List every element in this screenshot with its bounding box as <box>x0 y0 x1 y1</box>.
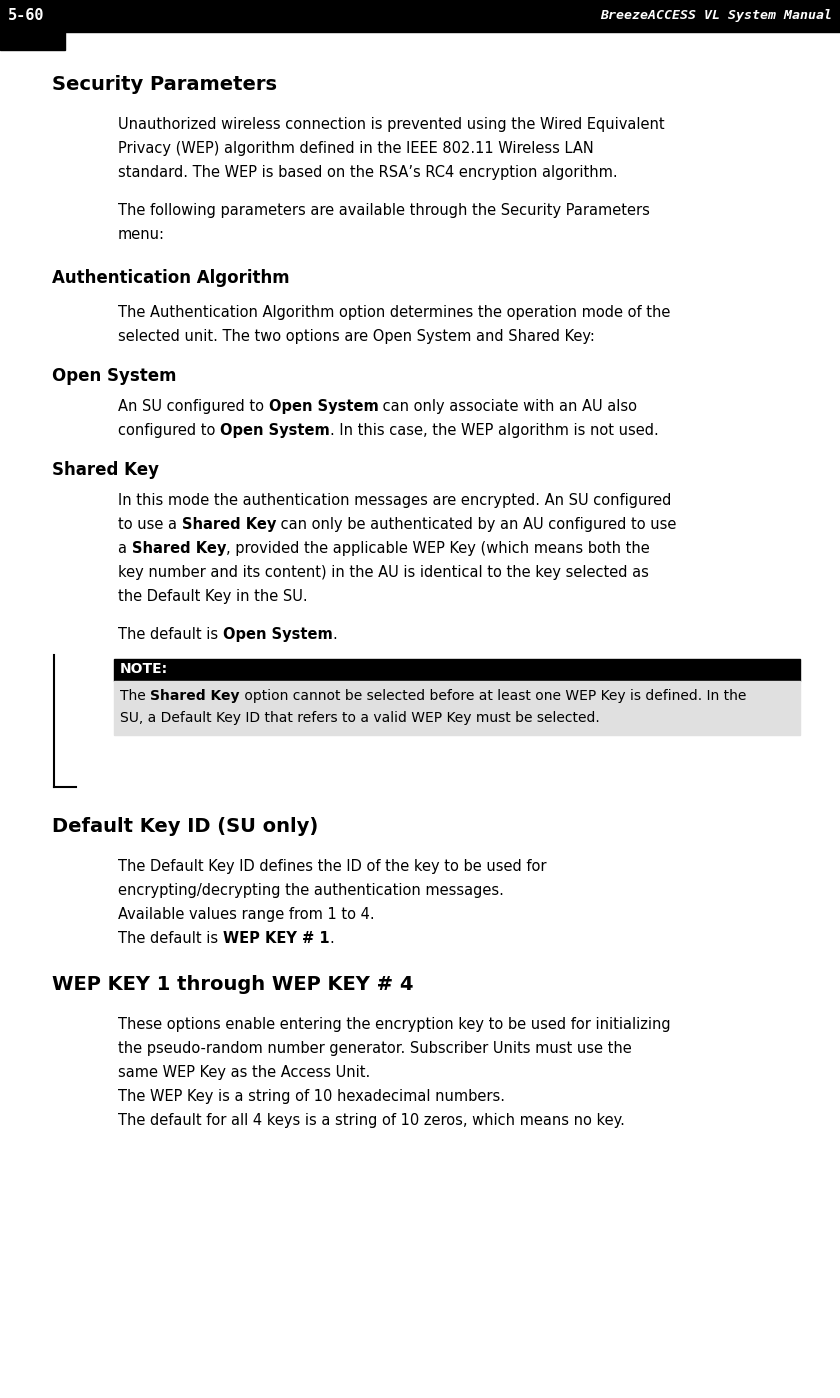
Text: 5-60: 5-60 <box>8 8 45 24</box>
Text: Default Key ID (SU only): Default Key ID (SU only) <box>52 816 318 836</box>
Text: Shared Key: Shared Key <box>52 461 159 480</box>
Text: The WEP Key is a string of 10 hexadecimal numbers.: The WEP Key is a string of 10 hexadecima… <box>118 1089 505 1104</box>
Text: WEP KEY 1 through WEP KEY # 4: WEP KEY 1 through WEP KEY # 4 <box>52 974 413 994</box>
Text: BreezeACCESS VL System Manual: BreezeACCESS VL System Manual <box>600 10 832 22</box>
Text: key number and its content) in the AU is identical to the key selected as: key number and its content) in the AU is… <box>118 565 648 580</box>
Text: to use a: to use a <box>118 517 181 533</box>
Text: encrypting/decrypting the authentication messages.: encrypting/decrypting the authentication… <box>118 884 504 898</box>
Text: The Default Key ID defines the ID of the key to be used for: The Default Key ID defines the ID of the… <box>118 858 547 874</box>
Text: menu:: menu: <box>118 226 165 242</box>
Text: WEP KEY # 1: WEP KEY # 1 <box>223 931 329 946</box>
Text: .: . <box>329 931 334 946</box>
Text: standard. The WEP is based on the RSA’s RC4 encryption algorithm.: standard. The WEP is based on the RSA’s … <box>118 165 617 180</box>
Text: Authentication Algorithm: Authentication Algorithm <box>52 268 290 287</box>
Text: These options enable entering the encryption key to be used for initializing: These options enable entering the encryp… <box>118 1016 670 1032</box>
Text: . In this case, the WEP algorithm is not used.: . In this case, the WEP algorithm is not… <box>330 424 659 438</box>
Text: Available values range from 1 to 4.: Available values range from 1 to 4. <box>118 907 375 923</box>
Text: An SU configured to: An SU configured to <box>118 398 269 414</box>
Bar <box>0 0 65 50</box>
Text: a: a <box>118 541 132 556</box>
Text: In this mode the authentication messages are encrypted. An SU configured: In this mode the authentication messages… <box>118 493 671 507</box>
Text: The default is: The default is <box>118 626 223 642</box>
Text: same WEP Key as the Access Unit.: same WEP Key as the Access Unit. <box>118 1065 370 1081</box>
Text: Open System: Open System <box>223 626 333 642</box>
Text: , provided the applicable WEP Key (which means both the: , provided the applicable WEP Key (which… <box>226 541 650 556</box>
Text: Open System: Open System <box>220 424 330 438</box>
Text: NOTE:: NOTE: <box>120 663 168 677</box>
Text: The default for all 4 keys is a string of 10 zeros, which means no key.: The default for all 4 keys is a string o… <box>118 1113 625 1128</box>
Text: Shared Key: Shared Key <box>181 517 276 533</box>
Bar <box>0 0 840 32</box>
Text: .: . <box>333 626 337 642</box>
Bar <box>114 658 800 681</box>
Text: SU, a Default Key ID that refers to a valid WEP Key must be selected.: SU, a Default Key ID that refers to a va… <box>120 712 600 726</box>
Bar <box>114 681 800 735</box>
Text: the Default Key in the SU.: the Default Key in the SU. <box>118 589 307 604</box>
Text: Shared Key: Shared Key <box>150 689 239 703</box>
Text: Open System: Open System <box>269 398 378 414</box>
Text: Security Parameters: Security Parameters <box>52 75 277 94</box>
Text: can only be authenticated by an AU configured to use: can only be authenticated by an AU confi… <box>276 517 676 533</box>
Text: selected unit. The two options are Open System and Shared Key:: selected unit. The two options are Open … <box>118 329 595 344</box>
Text: can only associate with an AU also: can only associate with an AU also <box>378 398 638 414</box>
Text: configured to: configured to <box>118 424 220 438</box>
Text: The Authentication Algorithm option determines the operation mode of the: The Authentication Algorithm option dete… <box>118 305 670 320</box>
Text: option cannot be selected before at least one WEP Key is defined. In the: option cannot be selected before at leas… <box>239 689 746 703</box>
Text: the pseudo-random number generator. Subscriber Units must use the: the pseudo-random number generator. Subs… <box>118 1042 632 1055</box>
Text: Privacy (WEP) algorithm defined in the IEEE 802.11 Wireless LAN: Privacy (WEP) algorithm defined in the I… <box>118 141 594 157</box>
Text: The following parameters are available through the Security Parameters: The following parameters are available t… <box>118 203 650 218</box>
Text: Open System: Open System <box>52 368 176 384</box>
Text: The default is: The default is <box>118 931 223 946</box>
Text: Shared Key: Shared Key <box>132 541 226 556</box>
Text: Unauthorized wireless connection is prevented using the Wired Equivalent: Unauthorized wireless connection is prev… <box>118 117 664 131</box>
Text: The: The <box>120 689 150 703</box>
